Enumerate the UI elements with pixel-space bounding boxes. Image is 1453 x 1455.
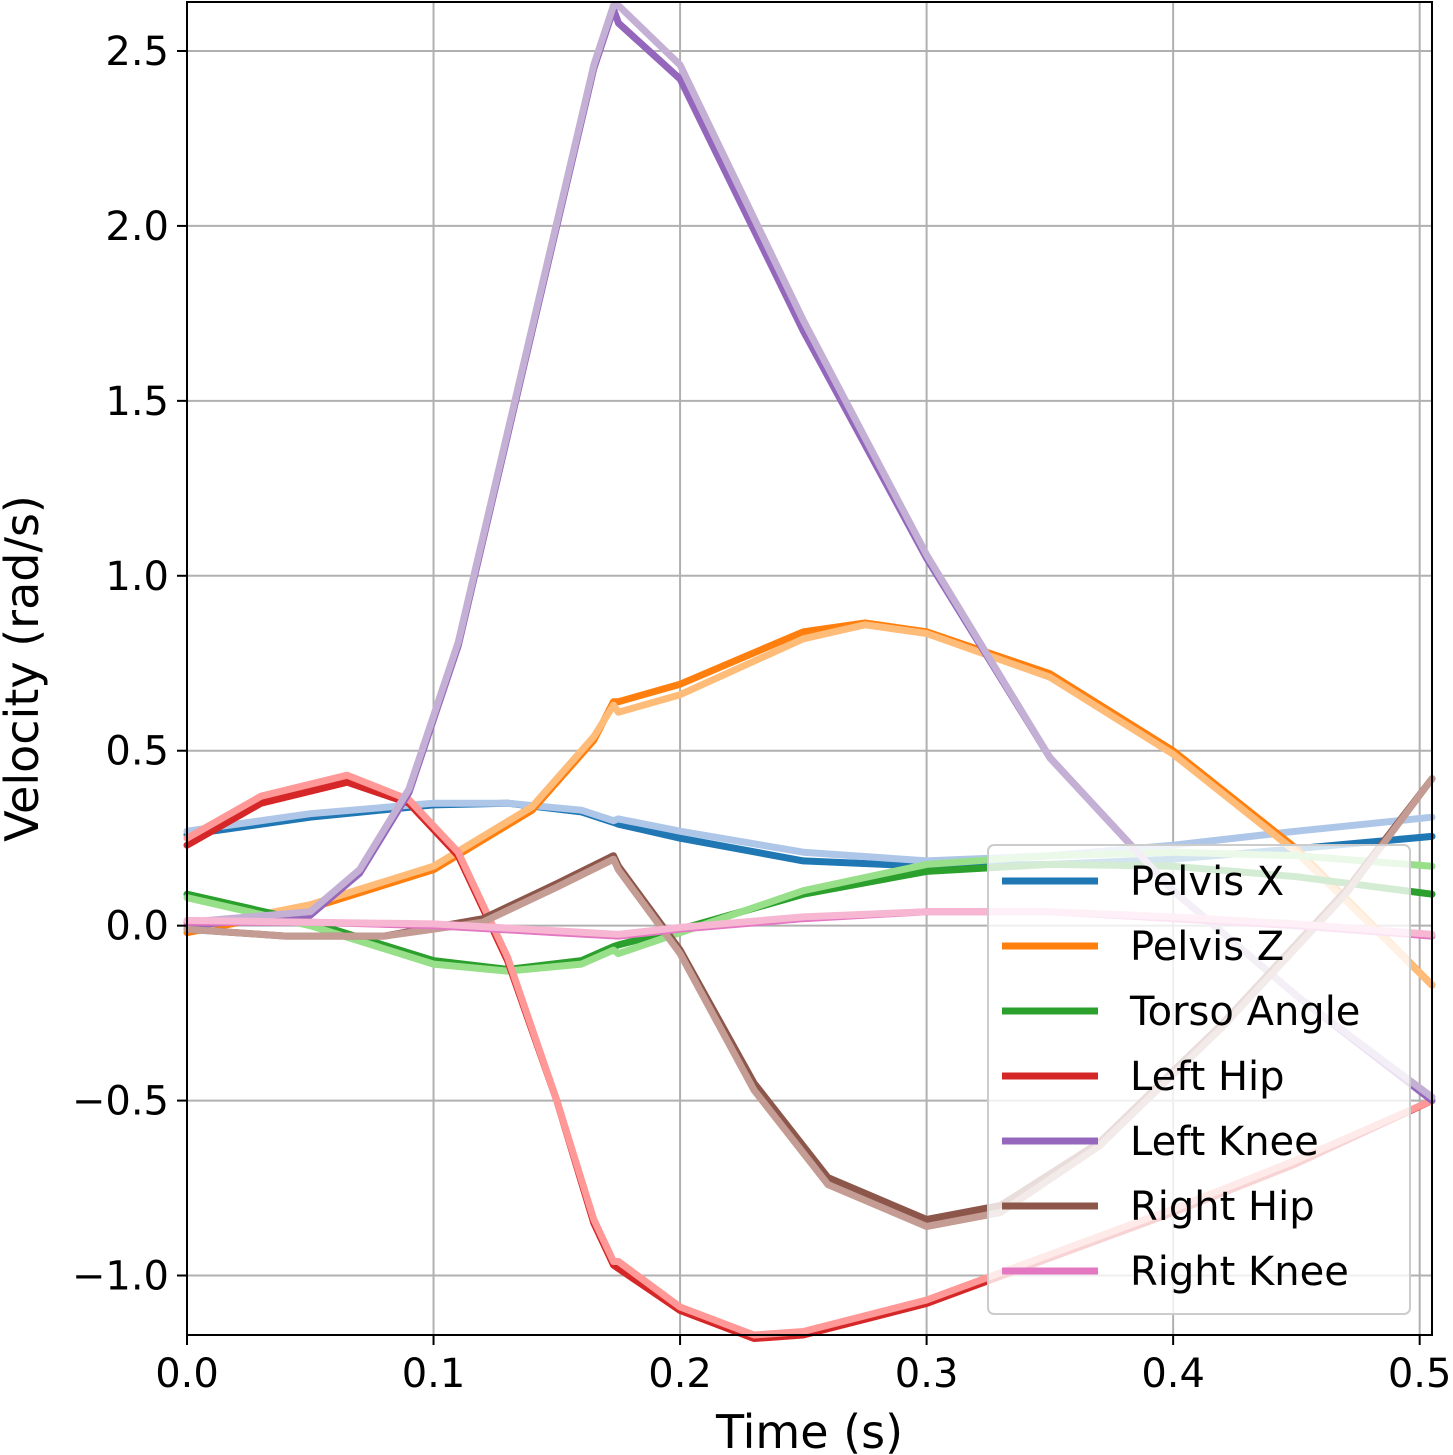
x-tick-label: 0.0 bbox=[155, 1351, 219, 1397]
y-tick-label: 0.5 bbox=[105, 729, 169, 775]
legend-label: Left Knee bbox=[1130, 1119, 1319, 1165]
x-axis-title: Time (s) bbox=[715, 1405, 903, 1455]
y-tick-label: 0.0 bbox=[105, 904, 169, 950]
axis-ticks: 0.0 0.1 0.2 0.3 0.4 0.5 −1.0 −0.5 0.0 0.5 1.0 1.5 2.… bbox=[72, 29, 1452, 1397]
legend-label: Right Knee bbox=[1130, 1249, 1349, 1295]
y-tick-label: 2.0 bbox=[105, 204, 169, 250]
plot-frame bbox=[186, 1, 1433, 1336]
x-tick-label: 0.5 bbox=[1388, 1351, 1452, 1397]
series-line-reference bbox=[183, 621, 1436, 989]
legend-label: Right Hip bbox=[1130, 1184, 1315, 1230]
y-tick-label: 1.0 bbox=[105, 554, 169, 600]
series-pelvis-z bbox=[183, 619, 1436, 989]
x-tick-label: 0.4 bbox=[1141, 1351, 1205, 1397]
legend-label: Pelvis Z bbox=[1130, 924, 1284, 970]
x-tick-label: 0.2 bbox=[648, 1351, 712, 1397]
x-tick-label: 0.3 bbox=[895, 1351, 959, 1397]
y-tick-label: −0.5 bbox=[72, 1079, 169, 1125]
series-left-knee bbox=[183, 2, 1436, 1105]
legend-label: Pelvis X bbox=[1130, 859, 1284, 905]
legend: Pelvis X Pelvis Z Torso Angle Left Hip Left … bbox=[987, 844, 1411, 1315]
y-tick-label: 2.5 bbox=[105, 29, 169, 75]
legend-box bbox=[987, 844, 1411, 1315]
y-tick-label: 1.5 bbox=[105, 379, 169, 425]
y-tick-label: −1.0 bbox=[72, 1254, 169, 1300]
series-line-reference bbox=[183, 2, 1436, 1101]
x-tick-label: 0.1 bbox=[402, 1351, 466, 1397]
legend-label: Torso Angle bbox=[1129, 989, 1360, 1035]
grid bbox=[186, 2, 1432, 1335]
y-axis-title: Velocity (rad/s) bbox=[0, 495, 49, 842]
legend-label: Left Hip bbox=[1130, 1054, 1285, 1100]
